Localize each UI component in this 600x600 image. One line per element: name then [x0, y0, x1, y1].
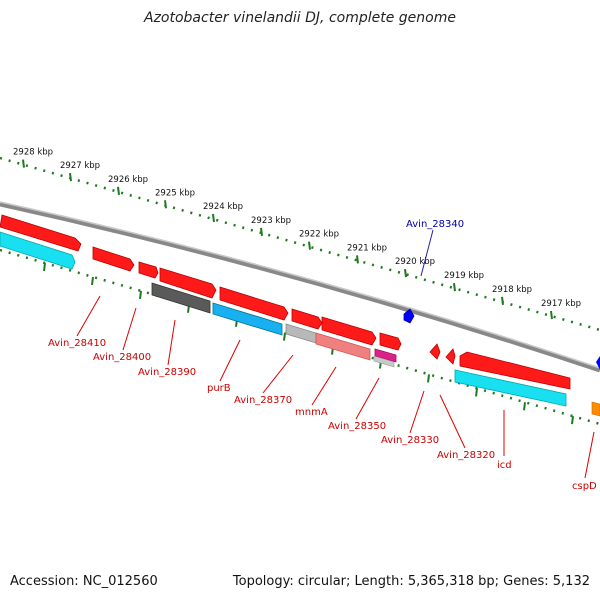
lower-ruler-major-tick [475, 388, 478, 397]
gene-label-avin-28400[interactable]: Avin_28400 [93, 352, 151, 363]
ruler-kbp-label: 2917 kbp [541, 299, 581, 309]
ruler-major-tick [308, 241, 311, 250]
gene-block-avin-28390[interactable] [159, 267, 217, 299]
genome-backbone-highlight [0, 201, 600, 369]
gene-block-purb[interactable] [219, 286, 289, 321]
gene-block-avin-28370[interactable] [291, 308, 323, 330]
gene-block-blue-right[interactable] [596, 356, 600, 370]
gene-block-cyan-left[interactable] [0, 231, 76, 270]
leader-mnma [311, 366, 337, 406]
gene-label-avin-28410[interactable]: Avin_28410 [48, 338, 106, 349]
accession-text: Accession: NC_012560 [10, 574, 158, 589]
lower-ruler [0, 248, 600, 426]
lower-ruler-major-tick [139, 290, 142, 300]
gene-block-avin-28320[interactable] [445, 348, 456, 365]
ruler-kbp-label: 2925 kbp [155, 188, 195, 198]
leader-avin-28340 [420, 229, 434, 277]
leader-avin-28330 [409, 390, 425, 434]
gene-block-avin-28340[interactable] [403, 308, 415, 324]
ruler-major-tick [501, 296, 504, 306]
leader-avin-28390 [167, 319, 176, 366]
gene-block-avin-28330[interactable] [429, 343, 441, 360]
gene-block-cspd[interactable] [591, 401, 600, 417]
gene-block-small-1[interactable] [138, 261, 159, 279]
ruler-major-tick [404, 268, 407, 278]
gene-block-avin-28350[interactable] [379, 332, 402, 351]
ruler-kbp-label: 2923 kbp [251, 216, 291, 226]
gene-label-icd[interactable]: icd [497, 460, 512, 471]
leader-avin-28400 [122, 307, 137, 351]
ruler-kbp-label: 2928 kbp [13, 148, 53, 158]
leader-cspd [584, 431, 595, 479]
ruler-major-tick [117, 186, 120, 195]
ruler-kbp-label: 2921 kbp [347, 243, 387, 253]
gene-block-avin-28400[interactable] [92, 246, 135, 272]
upper-ruler-dots [0, 156, 600, 332]
lower-ruler-major-tick [91, 276, 94, 286]
gene-label-avin-28390[interactable]: Avin_28390 [138, 367, 196, 378]
lower-ruler-major-tick [43, 262, 46, 272]
ruler-major-tick [453, 283, 456, 292]
ruler-kbp-label: 2919 kbp [444, 271, 484, 281]
lower-ruler-major-tick [571, 416, 574, 425]
lower-ruler-major-tick [427, 374, 430, 383]
gene-block-gray-dark[interactable] [151, 282, 211, 314]
gene-label-avin-28340[interactable]: Avin_28340 [406, 219, 464, 230]
ruler-kbp-label: 2926 kbp [108, 175, 148, 185]
gene-block-icd[interactable] [459, 351, 571, 390]
lower-ruler-ticks [43, 262, 574, 425]
gene-label-avin-28330[interactable]: Avin_28330 [381, 435, 439, 446]
gene-block-magenta[interactable] [374, 348, 397, 363]
label-leaders [76, 295, 595, 479]
ruler-kbp-label: 2924 kbp [203, 202, 243, 212]
leader-purb [219, 339, 241, 382]
ruler-kbp-label: 2927 kbp [60, 161, 100, 171]
gene-block-cyan-icd[interactable] [454, 369, 567, 407]
upper-ruler: 2928 kbp 2927 kbp 2926 kbp 2925 kbp 2924 kbp… [0, 148, 600, 332]
gene-features [0, 214, 600, 417]
lower-ruler-major-tick [283, 332, 286, 341]
gene-block-pink[interactable] [315, 332, 371, 361]
ruler-major-tick [356, 255, 359, 264]
ruler-kbp-label: 2918 kbp [492, 285, 532, 295]
ruler-major-tick [164, 200, 167, 209]
ruler-kbp-label: 2920 kbp [395, 257, 435, 267]
genome-title: Azotobacter vinelandii DJ, complete geno… [144, 10, 456, 26]
genome-backbone [0, 201, 600, 373]
gene-label-avin-28370[interactable]: Avin_28370 [234, 395, 292, 406]
ruler-major-tick [550, 310, 553, 320]
ruler-major-tick [22, 159, 25, 168]
lower-ruler-major-tick [523, 402, 526, 411]
leader-avin-28370 [262, 354, 294, 394]
gene-block-gray-small[interactable] [373, 355, 395, 368]
gene-label-cspd[interactable]: cspD [572, 481, 597, 492]
gene-label-avin-28320[interactable]: Avin_28320 [437, 450, 495, 461]
ruler-kbp-label: 2922 kbp [299, 230, 339, 240]
gene-label-purb[interactable]: purB [207, 383, 231, 394]
gene-label-avin-28350[interactable]: Avin_28350 [328, 421, 386, 432]
leader-avin-28350 [355, 377, 380, 420]
ruler-major-tick [212, 213, 215, 223]
gene-block-cyan-purb[interactable] [212, 302, 283, 336]
gene-labels: Avin_28410 Avin_28400 Avin_28390 purB Av… [48, 219, 597, 492]
gene-block-mnma[interactable] [321, 316, 377, 346]
ruler-major-tick [260, 227, 263, 236]
leader-avin-28410 [76, 295, 101, 337]
gene-block-avin-28410[interactable] [0, 214, 82, 252]
ruler-major-tick [69, 172, 72, 182]
topology-text: Topology: circular; Length: 5,365,318 bp… [232, 574, 590, 589]
gene-label-mnma[interactable]: mnmA [295, 407, 328, 418]
ruler-ticks: 2928 kbp 2927 kbp 2926 kbp 2925 kbp 2924 kbp… [13, 148, 581, 320]
leader-avin-28320 [439, 394, 466, 449]
